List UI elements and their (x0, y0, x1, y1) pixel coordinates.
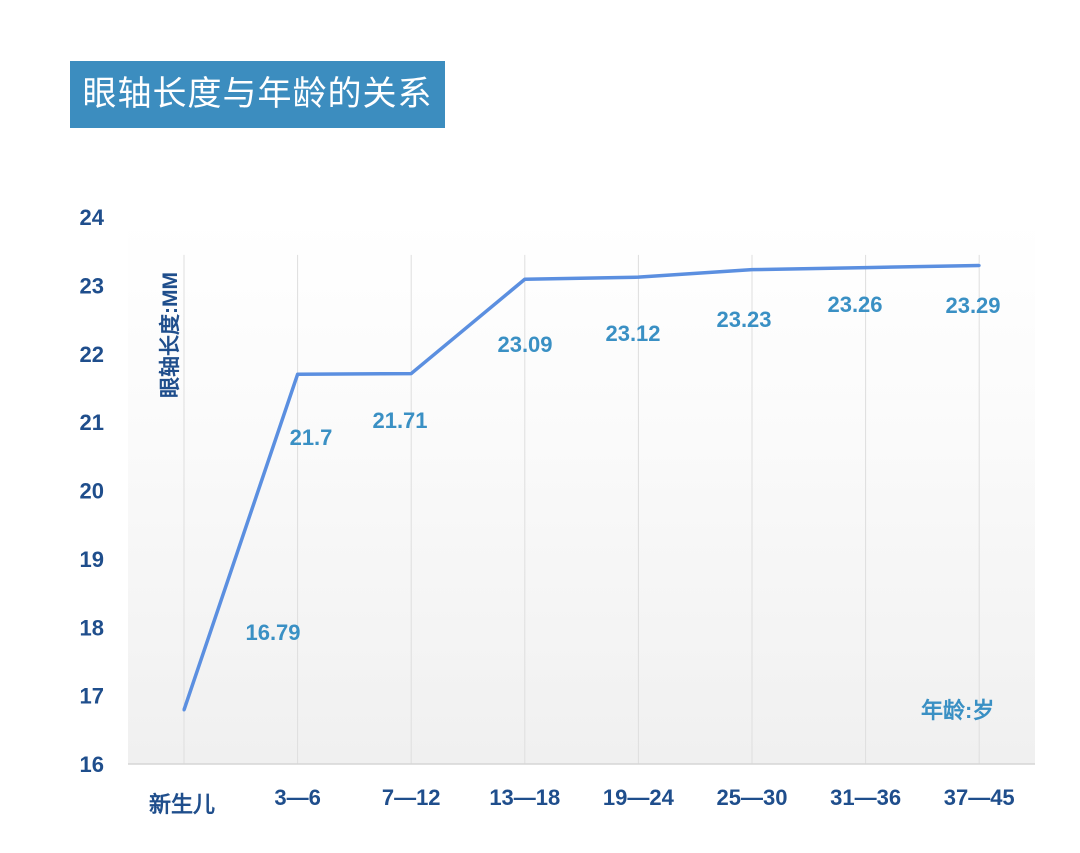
x-tick-label: 31—36 (830, 785, 901, 810)
x-tick-label: 13—18 (489, 785, 560, 810)
data-label: 23.23 (716, 307, 771, 332)
y-tick-label: 19 (80, 547, 104, 572)
data-point (750, 268, 754, 272)
data-label: 21.7 (290, 425, 333, 450)
y-tick-label: 22 (80, 342, 104, 367)
data-label: 23.29 (945, 293, 1000, 318)
y-tick-label: 21 (80, 410, 104, 435)
x-tick-label: 3—6 (274, 785, 320, 810)
data-point (977, 264, 981, 268)
data-point (523, 277, 527, 281)
chart-title: 眼轴长度与年龄的关系 (70, 61, 445, 128)
data-point (636, 275, 640, 279)
y-tick-label: 20 (80, 479, 104, 504)
series-line (182, 263, 980, 711)
x-tick-label: 25—30 (717, 785, 788, 810)
y-tick-label: 24 (80, 205, 105, 230)
y-tick-label: 16 (80, 752, 104, 777)
x-tick-label: 新生儿 (149, 792, 215, 817)
data-point (409, 372, 413, 376)
x-axis-label: 年龄:岁 (921, 698, 994, 723)
data-label: 23.26 (827, 292, 882, 317)
data-point (296, 372, 300, 376)
data-label: 23.09 (497, 332, 552, 357)
y-tick-label: 18 (80, 615, 104, 640)
plot-area (128, 217, 1035, 764)
data-label: 16.79 (245, 620, 300, 645)
data-point (182, 708, 186, 712)
y-axis-label: 眼轴长度:MM (158, 272, 182, 398)
data-label: 21.71 (372, 408, 427, 433)
x-tick-label: 37—45 (944, 785, 1015, 810)
y-tick-label: 23 (80, 273, 104, 298)
x-tick-label: 19—24 (603, 785, 675, 810)
y-tick-label: 17 (80, 684, 104, 709)
data-point (864, 266, 868, 270)
data-label: 23.12 (605, 321, 660, 346)
x-tick-label: 7—12 (382, 785, 441, 810)
